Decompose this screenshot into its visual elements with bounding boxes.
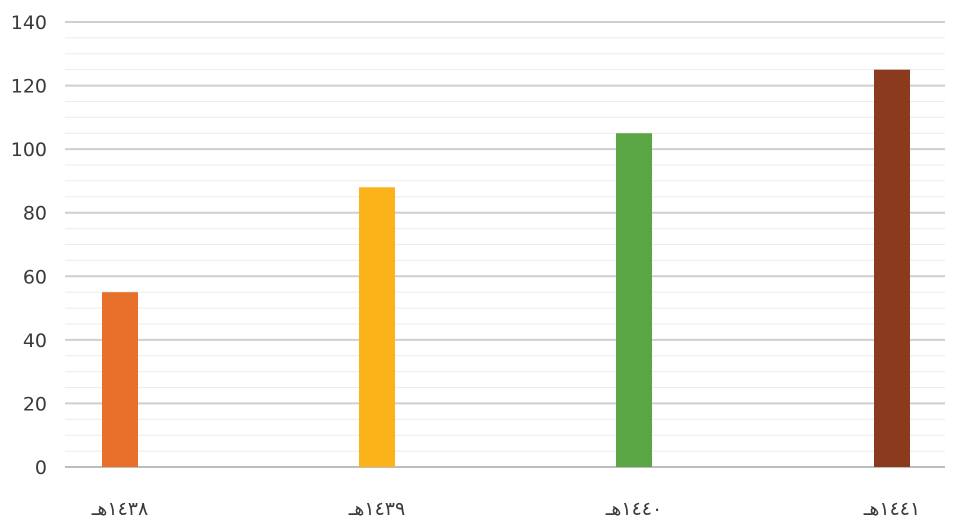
y-tick-label: 140 bbox=[11, 12, 47, 34]
gridlines bbox=[65, 21, 945, 468]
x-category-label: ١٤٣٩هـ bbox=[348, 498, 405, 520]
y-tick-label: 40 bbox=[23, 330, 47, 352]
y-tick-label: 60 bbox=[23, 266, 47, 288]
y-tick-label: 100 bbox=[11, 139, 47, 161]
y-tick-label: 80 bbox=[23, 203, 47, 225]
y-tick-label: 120 bbox=[11, 76, 47, 98]
y-tick-label: 0 bbox=[35, 457, 47, 479]
x-category-label: ١٤٣٨هـ bbox=[91, 498, 148, 520]
y-tick-label: 20 bbox=[23, 393, 47, 415]
bars bbox=[102, 69, 910, 468]
x-category-label: ١٤٤٠هـ bbox=[605, 498, 662, 520]
bar-3 bbox=[616, 133, 652, 467]
bar-1 bbox=[102, 292, 138, 467]
bar-2 bbox=[359, 187, 395, 468]
x-axis-labels: ١٤٣٨هـ ١٤٣٩هـ ١٤٤٠هـ ١٤٤١هـ bbox=[91, 498, 920, 520]
bar-4 bbox=[874, 69, 910, 467]
x-category-label: ١٤٤١هـ bbox=[863, 498, 920, 520]
y-axis-ticks: 0 20 40 60 80 100 120 140 bbox=[11, 12, 47, 479]
